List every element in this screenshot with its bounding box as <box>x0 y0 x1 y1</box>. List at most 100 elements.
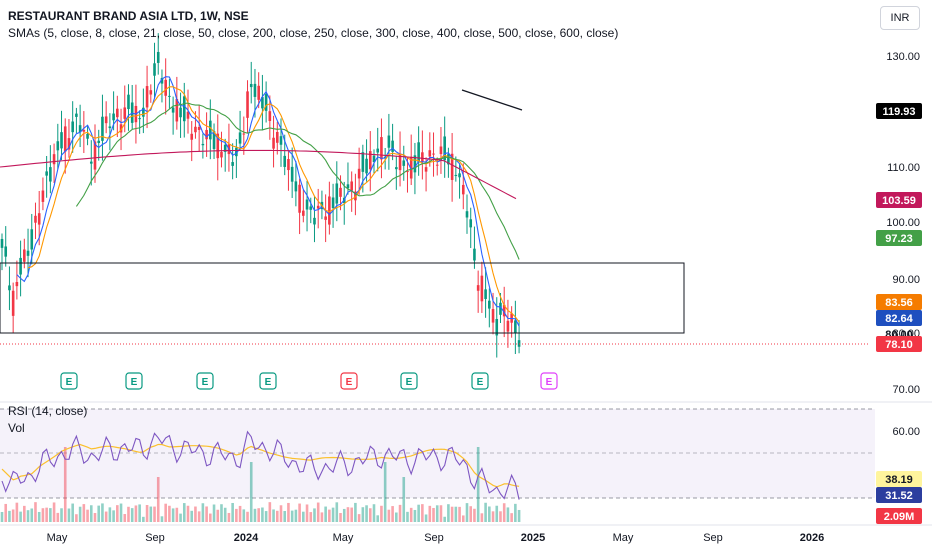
volume-bar[interactable] <box>134 505 138 522</box>
candle[interactable] <box>450 133 454 202</box>
candle[interactable] <box>294 161 298 207</box>
volume-bar[interactable] <box>160 516 164 522</box>
candle[interactable] <box>357 147 361 195</box>
volume-bar[interactable] <box>305 504 309 522</box>
volume-bar[interactable] <box>261 507 264 522</box>
volume-bar[interactable] <box>361 507 365 522</box>
candle[interactable] <box>406 157 409 193</box>
volume-bar[interactable] <box>424 514 428 522</box>
candle[interactable] <box>205 112 208 157</box>
candle[interactable] <box>417 126 420 176</box>
volume-bar[interactable] <box>11 509 15 522</box>
volume-bar[interactable] <box>93 513 97 522</box>
volume-bar[interactable] <box>86 509 89 522</box>
candle[interactable] <box>335 161 339 222</box>
candle[interactable] <box>182 82 186 138</box>
volume-bar[interactable] <box>116 505 119 522</box>
candle[interactable] <box>324 194 327 243</box>
volume-bar[interactable] <box>432 507 435 522</box>
volume-bar[interactable] <box>138 504 141 522</box>
volume-bar[interactable] <box>279 505 283 522</box>
candle[interactable] <box>279 118 283 167</box>
rsi-pane[interactable] <box>0 408 875 522</box>
candle[interactable] <box>220 131 223 168</box>
volume-bar[interactable] <box>342 508 346 522</box>
volume-bar[interactable] <box>8 510 11 522</box>
candle[interactable] <box>160 69 164 103</box>
candle[interactable] <box>156 33 160 75</box>
candle[interactable] <box>298 178 301 235</box>
volume-bar[interactable] <box>78 506 82 522</box>
candle[interactable] <box>484 267 487 318</box>
volume-bar[interactable] <box>89 505 93 522</box>
candle[interactable] <box>145 65 149 129</box>
volume-bar[interactable] <box>458 506 461 522</box>
rsi-legend[interactable]: RSI (14, close) <box>8 404 88 418</box>
volume-bar[interactable] <box>56 512 60 522</box>
candle[interactable] <box>432 132 435 177</box>
volume-bar[interactable] <box>294 509 298 522</box>
candle[interactable] <box>216 114 220 181</box>
volume-bar[interactable] <box>194 506 197 522</box>
volume-bar[interactable] <box>383 462 387 522</box>
candle[interactable] <box>4 226 8 267</box>
candle[interactable] <box>116 95 119 138</box>
volume-bar[interactable] <box>324 506 327 522</box>
volume-bar[interactable] <box>316 502 320 522</box>
volume-bar[interactable] <box>275 510 279 522</box>
candle[interactable] <box>149 84 153 103</box>
volume-bar[interactable] <box>357 514 361 522</box>
volume-bar[interactable] <box>339 513 342 522</box>
volume-bar[interactable] <box>142 516 145 522</box>
volume-bar[interactable] <box>365 505 368 522</box>
candle[interactable] <box>41 177 45 211</box>
candle[interactable] <box>331 183 335 228</box>
volume-bar[interactable] <box>350 507 353 522</box>
volume-bar[interactable] <box>447 504 450 522</box>
volume-bar[interactable] <box>335 502 339 522</box>
volume-bar[interactable] <box>149 506 153 522</box>
candle[interactable] <box>287 151 290 191</box>
earnings-marker[interactable]: E <box>340 372 358 390</box>
candle[interactable] <box>275 121 279 155</box>
candle[interactable] <box>458 164 461 199</box>
candle[interactable] <box>376 127 380 172</box>
volume-bar[interactable] <box>491 511 495 522</box>
candle[interactable] <box>368 131 372 192</box>
candle[interactable] <box>305 180 309 232</box>
candle[interactable] <box>231 143 234 180</box>
volume-bar[interactable] <box>52 502 56 522</box>
volume-bar[interactable] <box>465 503 469 522</box>
earnings-marker[interactable]: E <box>60 372 78 390</box>
candle[interactable] <box>316 188 320 229</box>
volume-bar[interactable] <box>331 507 335 522</box>
volume-bar[interactable] <box>380 505 383 522</box>
candle[interactable] <box>387 113 391 170</box>
candle[interactable] <box>108 113 112 151</box>
volume-bar[interactable] <box>257 508 260 522</box>
candle[interactable] <box>257 72 260 109</box>
volume-bar[interactable] <box>499 511 502 522</box>
candle[interactable] <box>75 107 78 134</box>
volume-bar[interactable] <box>127 506 130 522</box>
volume-bar[interactable] <box>480 513 484 522</box>
volume-bar[interactable] <box>168 505 171 522</box>
candle[interactable] <box>465 194 469 234</box>
candle[interactable] <box>380 118 383 179</box>
volume-bar[interactable] <box>495 505 499 522</box>
volume-bar[interactable] <box>484 502 487 522</box>
volume-bar[interactable] <box>190 510 194 522</box>
volume-bar[interactable] <box>368 508 372 522</box>
candle[interactable] <box>223 138 227 172</box>
candle[interactable] <box>272 115 275 168</box>
volume-bar[interactable] <box>409 507 413 522</box>
candle[interactable] <box>104 101 108 134</box>
volume-bar[interactable] <box>182 503 186 522</box>
earnings-marker[interactable]: E <box>400 372 418 390</box>
volume-bar[interactable] <box>235 508 238 522</box>
demand-zone-box[interactable] <box>0 262 685 334</box>
volume-bar[interactable] <box>450 506 454 522</box>
candle[interactable] <box>86 125 89 146</box>
volume-bar[interactable] <box>19 511 22 522</box>
